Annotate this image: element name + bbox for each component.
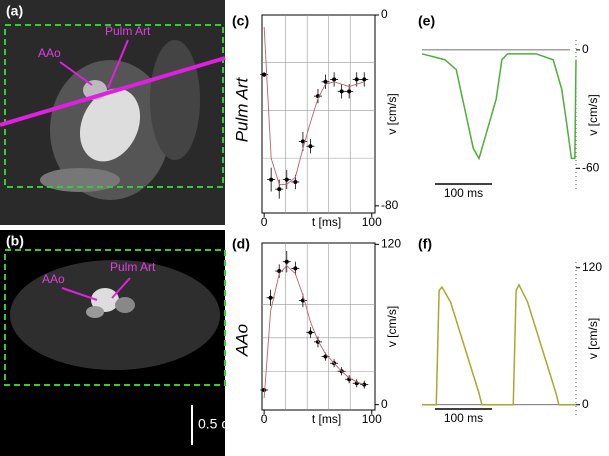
y-tick-label: 0 [381, 397, 388, 411]
trace [263, 26, 365, 185]
point [262, 72, 267, 77]
data-point [321, 74, 330, 89]
point [308, 330, 313, 335]
point [362, 77, 367, 82]
row-label: AAo [232, 324, 251, 357]
data-point [330, 72, 339, 87]
y-tick-label: 120 [582, 260, 602, 274]
annotation: Pulm Art [110, 260, 156, 274]
point [262, 387, 267, 392]
plot-frame [261, 14, 376, 214]
scale-bar-label: 100 ms [444, 186, 483, 200]
y-axis-label: v [cm/s] [385, 306, 399, 347]
point [308, 144, 313, 149]
y-tick-label: -60 [582, 160, 600, 174]
data-point [260, 387, 269, 392]
annotation: AAo [38, 46, 61, 60]
data-point [337, 84, 346, 99]
y-tick-label: 0 [582, 42, 589, 56]
y-tick-label: 120 [381, 237, 401, 251]
data-point [267, 167, 276, 192]
data-point [282, 170, 291, 190]
y-tick-label: -80 [381, 198, 399, 212]
x-axis-label: t [ms] [312, 412, 341, 426]
y-axis-label: v [cm/s] [586, 94, 600, 135]
x-tick-label: 0 [261, 412, 268, 426]
data-point [306, 139, 315, 154]
x-tick-label: 100 [362, 412, 382, 426]
plot-frame [261, 242, 376, 411]
point [284, 259, 289, 264]
panel-label: (a) [6, 3, 23, 19]
data-point [282, 251, 291, 273]
point [268, 295, 273, 300]
data-point [306, 327, 315, 338]
trace [421, 53, 577, 161]
y-tick-label: 0 [582, 397, 589, 411]
panel-label: (c) [232, 13, 249, 29]
mri-image-b: (b) AAo Pulm Art 0.5 cm [0, 230, 240, 456]
scale-bar-label: 0.5 cm [198, 416, 240, 432]
mri-image-a: (a) AAo Pulm Art [0, 0, 226, 225]
row-label: Pulm Art [232, 76, 251, 142]
data-point [291, 261, 300, 276]
annotation: AAo [42, 272, 65, 286]
point [284, 177, 289, 182]
point [293, 179, 298, 184]
data-point [291, 174, 300, 190]
trace [422, 283, 576, 406]
x-axis-label: t [ms] [312, 215, 341, 229]
y-tick-label: 0 [381, 7, 388, 21]
data-point [313, 336, 322, 348]
data-point [313, 88, 322, 104]
data-point [266, 289, 275, 306]
y-axis-label: v [cm/s] [385, 93, 399, 134]
panel-label: (f) [418, 236, 432, 252]
point [332, 77, 337, 82]
x-tick-label: 100 [362, 215, 382, 229]
point [277, 187, 282, 192]
point [323, 79, 328, 84]
data-point [360, 72, 369, 87]
scale-bar-label: 100 ms [444, 411, 483, 425]
point [347, 89, 352, 94]
panel-label: (b) [6, 233, 24, 249]
trace [263, 265, 365, 399]
data-point [275, 179, 284, 199]
y-axis-label: v [cm/s] [586, 318, 600, 359]
panel-label: (e) [418, 13, 435, 29]
point [354, 77, 359, 82]
point [339, 89, 344, 94]
point [269, 177, 274, 182]
point [300, 139, 305, 144]
x-tick-label: 0 [261, 215, 268, 229]
panel-label: (d) [232, 236, 250, 252]
annotation: Pulm Art [105, 24, 151, 38]
point [293, 266, 298, 271]
